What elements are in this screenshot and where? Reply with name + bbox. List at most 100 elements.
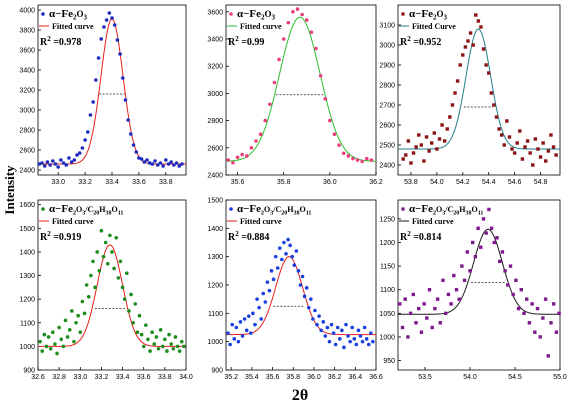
data-point (286, 237, 290, 242)
y-tick-label: 1400 (19, 249, 35, 256)
data-point (419, 330, 424, 334)
data-point (59, 337, 64, 342)
data-point (103, 240, 108, 245)
data-point (167, 332, 171, 337)
data-point (240, 152, 244, 157)
data-point (463, 45, 468, 49)
data-point (267, 288, 272, 293)
data-point (236, 339, 241, 344)
data-point (91, 100, 95, 104)
data-point (527, 321, 532, 325)
data-point (144, 323, 148, 327)
data-point (89, 273, 93, 278)
x-tick-label: 33.4 (105, 179, 119, 186)
y-tick-label: 2600 (19, 148, 35, 155)
data-point (511, 292, 515, 297)
data-point (40, 161, 44, 165)
x-tick-label: 53.5 (418, 374, 432, 381)
data-point (42, 332, 47, 337)
data-point (83, 138, 87, 142)
plot-frame (225, 4, 377, 176)
data-point (369, 331, 373, 335)
data-point (519, 288, 523, 292)
data-point (48, 163, 52, 167)
data-point (46, 335, 51, 339)
data-point (366, 342, 371, 347)
data-point (177, 349, 182, 353)
data-point (133, 302, 138, 306)
data-point (246, 314, 251, 318)
data-point (271, 277, 276, 282)
data-point (492, 103, 496, 107)
r-squared-label: R2 =0.919 (40, 230, 81, 243)
data-point (304, 286, 309, 290)
data-point (110, 16, 114, 20)
data-point (364, 156, 369, 161)
data-point (332, 132, 337, 136)
data-point (406, 335, 410, 339)
data-point (282, 240, 286, 245)
data-point (360, 159, 364, 164)
data-point (506, 283, 510, 287)
data-point (67, 156, 71, 160)
data-point (177, 164, 182, 168)
data-point (265, 280, 270, 284)
data-point (108, 233, 112, 238)
x-tick-label: 36.0 (307, 374, 321, 381)
data-point (104, 18, 109, 22)
data-point (56, 165, 60, 169)
data-point (329, 322, 334, 327)
panel-4: 32.6 32.8 33.0 33.2 33.4 33.6 33.8 34.0 900 1000 1… (19, 199, 193, 381)
data-point (430, 325, 434, 330)
data-point (277, 57, 281, 62)
data-point (174, 161, 179, 165)
data-point (164, 158, 168, 162)
data-point (118, 259, 123, 264)
y-tick-label: 1200 (379, 240, 395, 247)
data-point (437, 137, 442, 141)
data-point (150, 330, 154, 335)
data-point (318, 73, 323, 78)
data-point (292, 263, 297, 267)
data-point (173, 335, 178, 339)
legend-series-label: α−Fe2O3 (409, 8, 448, 22)
x-tick-label: 53.8 (404, 179, 418, 186)
data-point (105, 261, 110, 266)
data-point (268, 102, 272, 107)
data-point (510, 147, 514, 151)
data-point (401, 157, 405, 161)
x-tick-label: 32.8 (52, 374, 66, 381)
data-point (249, 146, 254, 150)
data-point (65, 335, 70, 339)
data-point (460, 264, 464, 268)
data-point (453, 91, 457, 95)
data-point (514, 278, 518, 282)
data-point (544, 159, 548, 163)
data-point (364, 337, 369, 341)
data-point (182, 344, 186, 349)
y-tick-label: 1150 (380, 264, 395, 271)
data-point (163, 337, 167, 342)
x-tick-label: 35.4 (245, 374, 259, 381)
data-point (404, 153, 408, 157)
data-point (409, 161, 413, 165)
data-point (450, 103, 455, 107)
y-tick-label: 900 (23, 368, 35, 375)
data-point (226, 158, 231, 162)
legend-series-label: α−Fe2O3/C20H38O11 (237, 203, 311, 217)
data-point (155, 163, 160, 167)
data-point (327, 339, 332, 344)
data-point (309, 30, 314, 34)
data-point (277, 246, 282, 250)
data-point (515, 141, 519, 145)
data-point (134, 150, 139, 154)
data-point (261, 291, 266, 296)
data-point (93, 285, 97, 290)
x-tick-label: 55.0 (553, 374, 567, 381)
data-point (70, 309, 74, 313)
data-point (129, 132, 133, 136)
y-tick-label: 2400 (379, 163, 395, 170)
data-point (371, 339, 375, 344)
legend-series-label: α−Fe2O3 (237, 8, 276, 22)
data-point (255, 297, 259, 301)
